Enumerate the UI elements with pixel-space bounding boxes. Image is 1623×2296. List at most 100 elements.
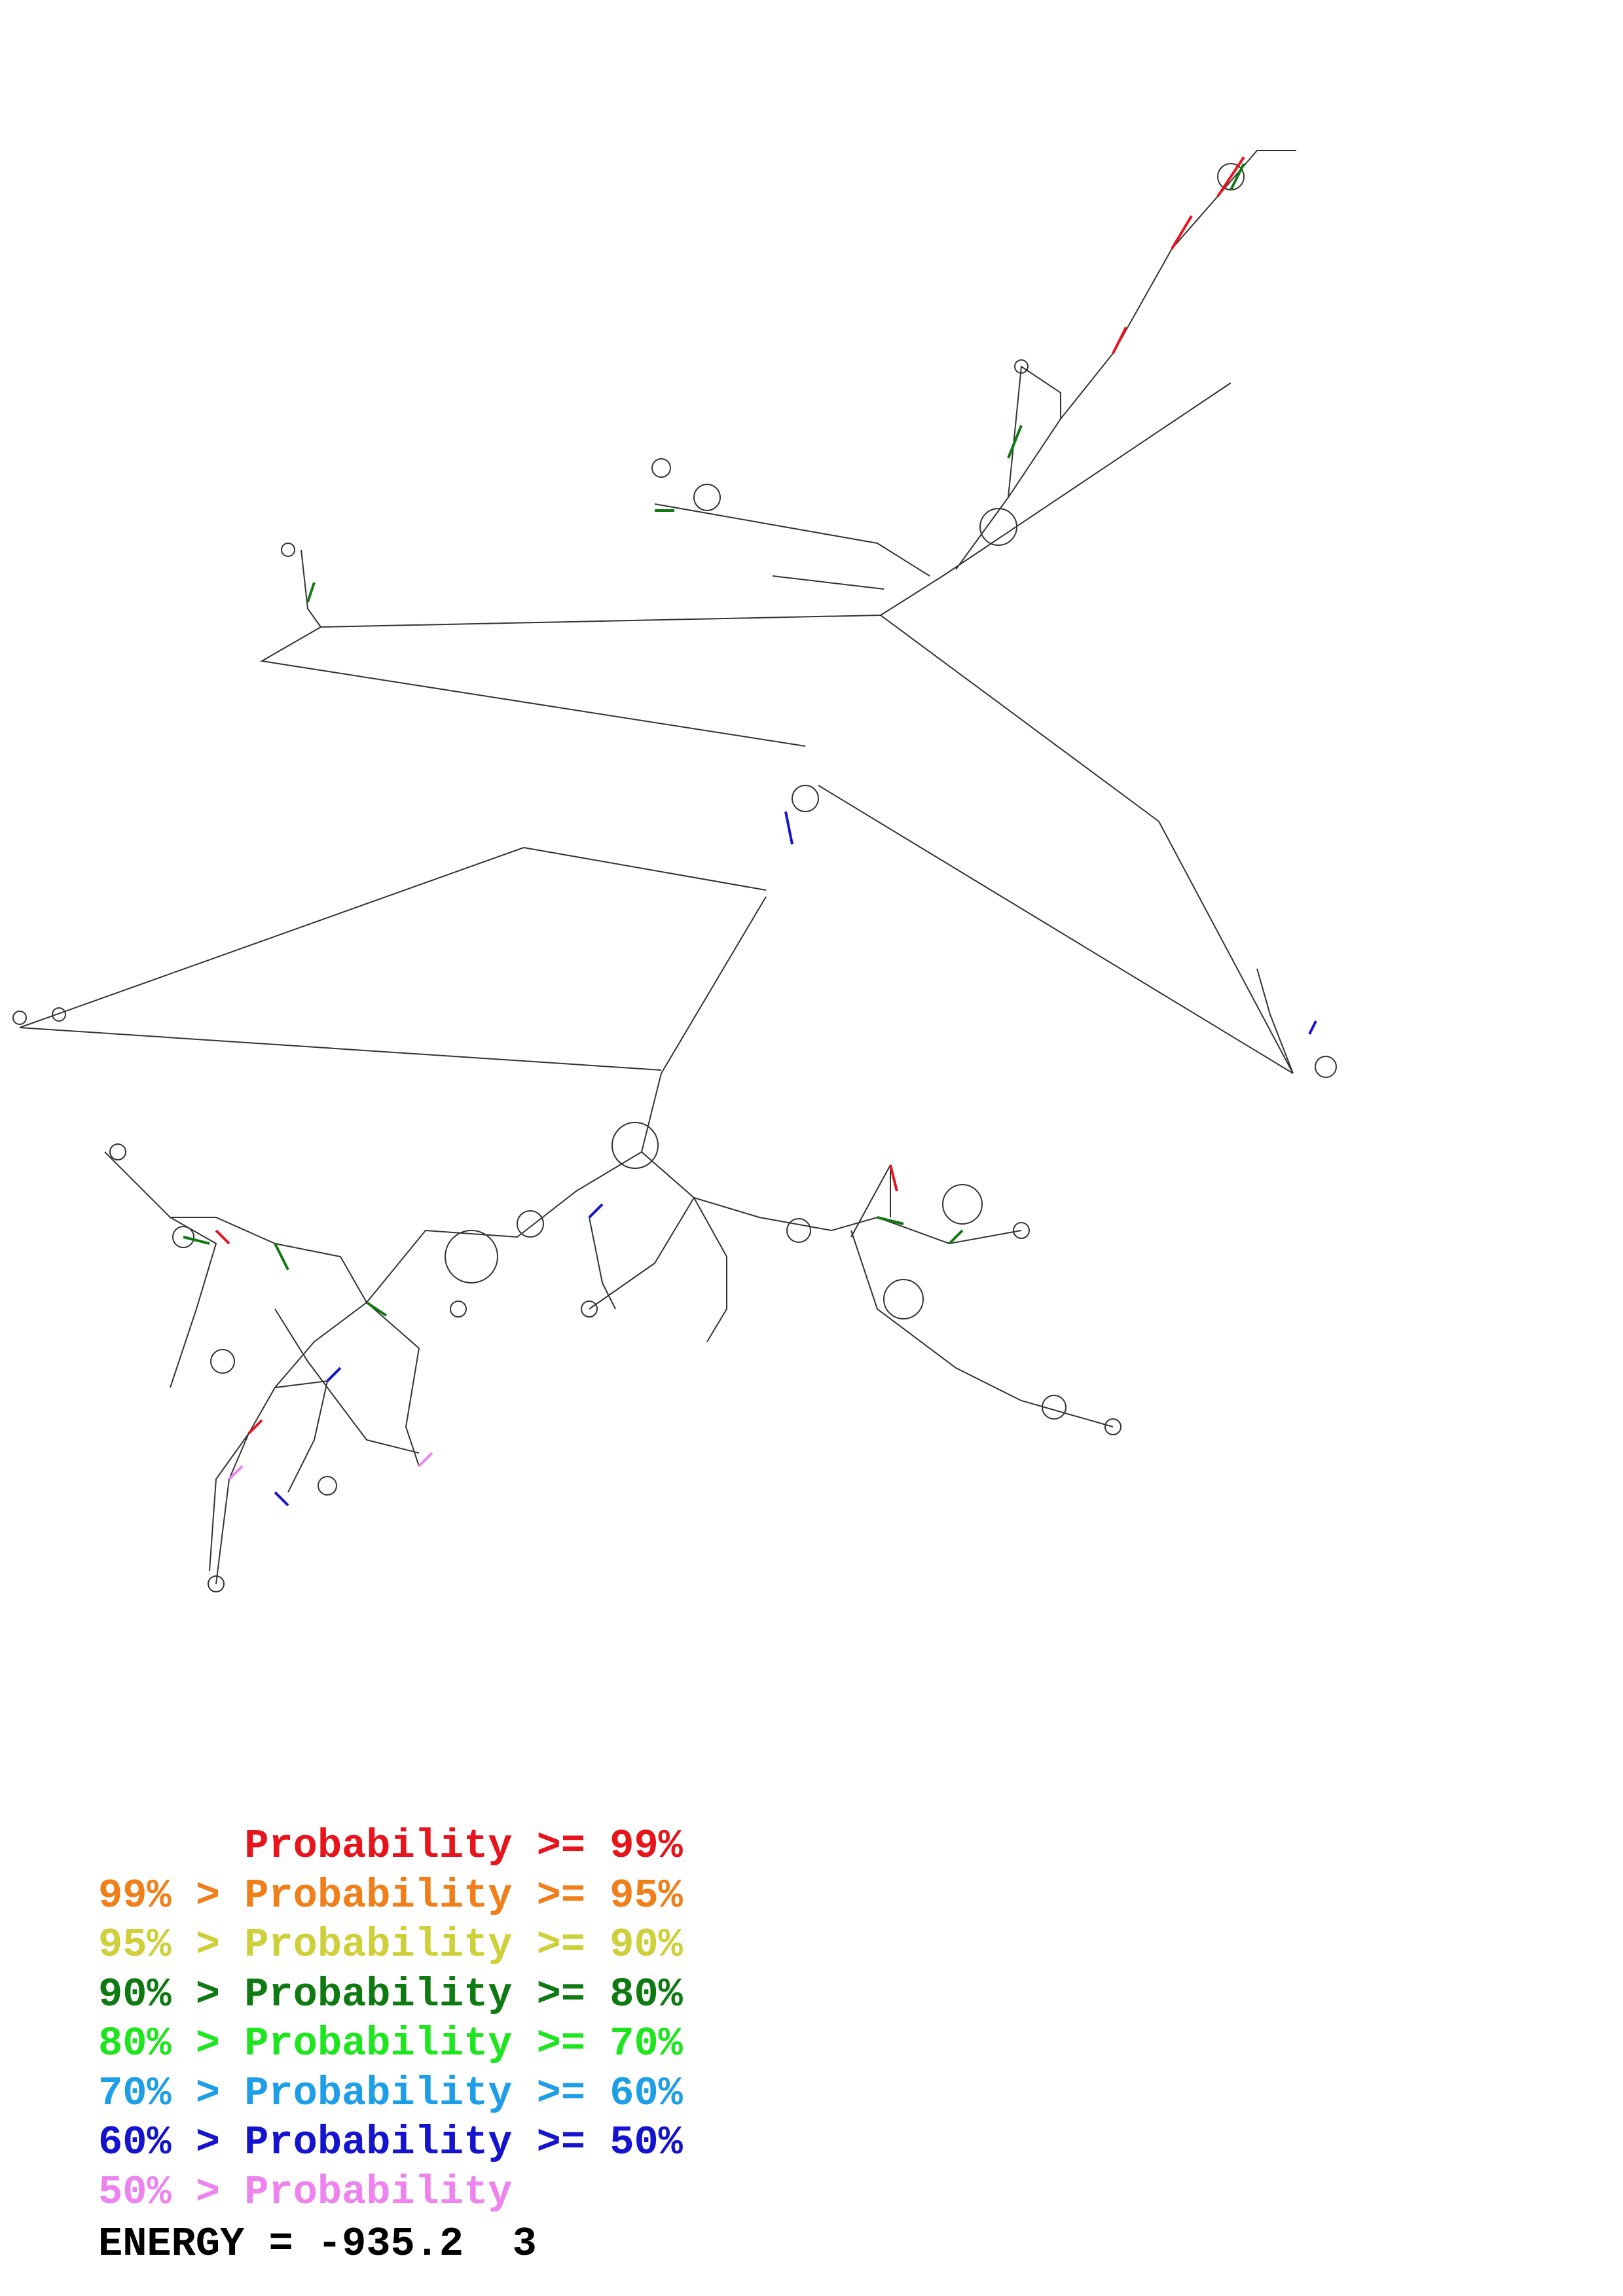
multi-loop — [786, 1218, 811, 1243]
energy-value: -935.2 — [317, 2221, 464, 2267]
backbone-line — [366, 1302, 420, 1467]
energy-index: 3 — [512, 2221, 537, 2267]
legend-high-label: 50% — [610, 2119, 683, 2166]
hairpin-loop — [450, 1300, 467, 1318]
base-pair-stem — [274, 1203, 604, 1507]
backbone-line — [693, 1197, 727, 1342]
legend-low-label: 90% — [98, 1971, 172, 2018]
legend-separator: > — [195, 2168, 221, 2215]
backbone-line — [19, 1027, 662, 1071]
legend-row: 80% > Probability >= 70% — [98, 2019, 683, 2069]
backbone-line — [1008, 365, 1061, 498]
backbone-line — [19, 846, 767, 1028]
legend-probability-label: Probability — [244, 1823, 513, 1869]
backbone-line — [301, 549, 321, 628]
hairpin-loop — [979, 508, 1017, 546]
backbone-line — [274, 1380, 329, 1493]
legend-row: 99% > Probability >= 95% — [98, 1871, 683, 1921]
backbone-line — [955, 150, 1296, 570]
backbone-line — [215, 1073, 662, 1585]
legend-separator: > — [195, 1971, 221, 2018]
legend-probability-label: Probability — [244, 1922, 513, 1968]
base-pair-stem — [1112, 156, 1245, 354]
legend-probability-label: Probability — [244, 2119, 513, 2166]
backbone-line — [654, 503, 930, 577]
hairpin-loop — [52, 1007, 66, 1022]
legend-high-label: 95% — [610, 1872, 683, 1919]
backbone-line — [880, 615, 1294, 1074]
legend-operator: >= — [536, 2119, 586, 2166]
energy-label: ENERGY — [98, 2221, 245, 2267]
hairpin-loop — [12, 1011, 27, 1025]
backbone-line — [850, 1164, 891, 1238]
multi-loop — [1042, 1395, 1067, 1420]
multi-loop — [883, 1279, 924, 1319]
legend-row: Probability >= 99% — [98, 1821, 683, 1871]
legend-probability-label: Probability — [244, 2168, 513, 2215]
legend-operator: >= — [536, 1922, 586, 1968]
backbone-line — [772, 575, 884, 590]
hairpin-loop — [581, 1300, 598, 1318]
multi-loop — [517, 1210, 544, 1238]
multi-loop — [942, 1184, 983, 1225]
legend-operator: >= — [536, 1971, 586, 2018]
backbone-line — [850, 1230, 1114, 1427]
base-pair-stem — [228, 1452, 433, 1480]
multi-loop — [611, 1122, 659, 1169]
legend-row: 95% > Probability >= 90% — [98, 1920, 683, 1970]
backbone-line — [818, 785, 1294, 1074]
legend-probability-label: Probability — [244, 2020, 513, 2067]
hairpin-loop — [792, 785, 819, 812]
hairpin-loop — [109, 1143, 126, 1160]
backbone-line — [104, 1151, 367, 1303]
legend-high-label: 60% — [610, 2070, 683, 2117]
backbone-line — [274, 1308, 420, 1454]
legend-low-label: 80% — [98, 2020, 172, 2067]
legend-operator: >= — [536, 2020, 586, 2067]
base-pair-stem — [183, 1216, 964, 1317]
legend-probability-label: Probability — [244, 2070, 513, 2117]
backbone-line — [170, 1217, 217, 1388]
base-pair-stem — [306, 163, 1245, 603]
legend-operator: >= — [536, 1872, 586, 1919]
legend-probability-label: Probability — [244, 1872, 513, 1919]
backbone-line — [661, 896, 767, 1074]
multi-loop — [445, 1230, 498, 1283]
legend-probability-label: Probability — [244, 1971, 513, 2018]
hairpin-loop — [318, 1476, 337, 1496]
legend-low-label: 70% — [98, 2070, 172, 2117]
legend-high-label: 70% — [610, 2020, 683, 2067]
legend-high-label: 80% — [610, 1971, 683, 2018]
legend-row: 70% > Probability >= 60% — [98, 2069, 683, 2119]
backbone-line — [589, 1197, 695, 1310]
rna-secondary-structure — [12, 150, 1337, 1592]
legend-separator: > — [195, 2119, 221, 2166]
backbone-line — [589, 1217, 616, 1310]
backbone-line — [260, 615, 881, 747]
hairpin-loop — [281, 543, 295, 557]
hairpin-loop — [172, 1226, 194, 1248]
legend-low-label: 99% — [98, 1872, 172, 1919]
legend-separator: > — [195, 2070, 221, 2117]
backbone-line — [209, 1433, 249, 1571]
legend-row: 60% > Probability >= 50% — [98, 2118, 683, 2168]
legend-low-label: 50% — [98, 2168, 172, 2215]
legend-row: 90% > Probability >= 80% — [98, 1970, 683, 2020]
backbone-line — [880, 382, 1231, 616]
probability-legend: Probability >= 99% 99% > Probability >= 9… — [98, 1821, 683, 2217]
legend-low-label: 95% — [98, 1922, 172, 1968]
hairpin-loop — [210, 1349, 235, 1374]
legend-operator: >= — [536, 2070, 586, 2117]
legend-high-label: 99% — [610, 1823, 683, 1869]
backbone-line — [641, 1151, 1022, 1245]
legend-high-label: 90% — [610, 1922, 683, 1968]
hairpin-loop — [1013, 1222, 1030, 1239]
energy-equals: = — [268, 2221, 293, 2267]
legend-operator: >= — [536, 1823, 586, 1869]
legend-separator: > — [195, 2020, 221, 2067]
hairpin-loop — [651, 458, 671, 478]
base-pair-stem — [784, 811, 1317, 1035]
legend-low-label: 60% — [98, 2119, 172, 2166]
energy-readout: ENERGY = -935.2 3 — [98, 2221, 537, 2267]
legend-row: 50% > Probability — [98, 2168, 683, 2217]
